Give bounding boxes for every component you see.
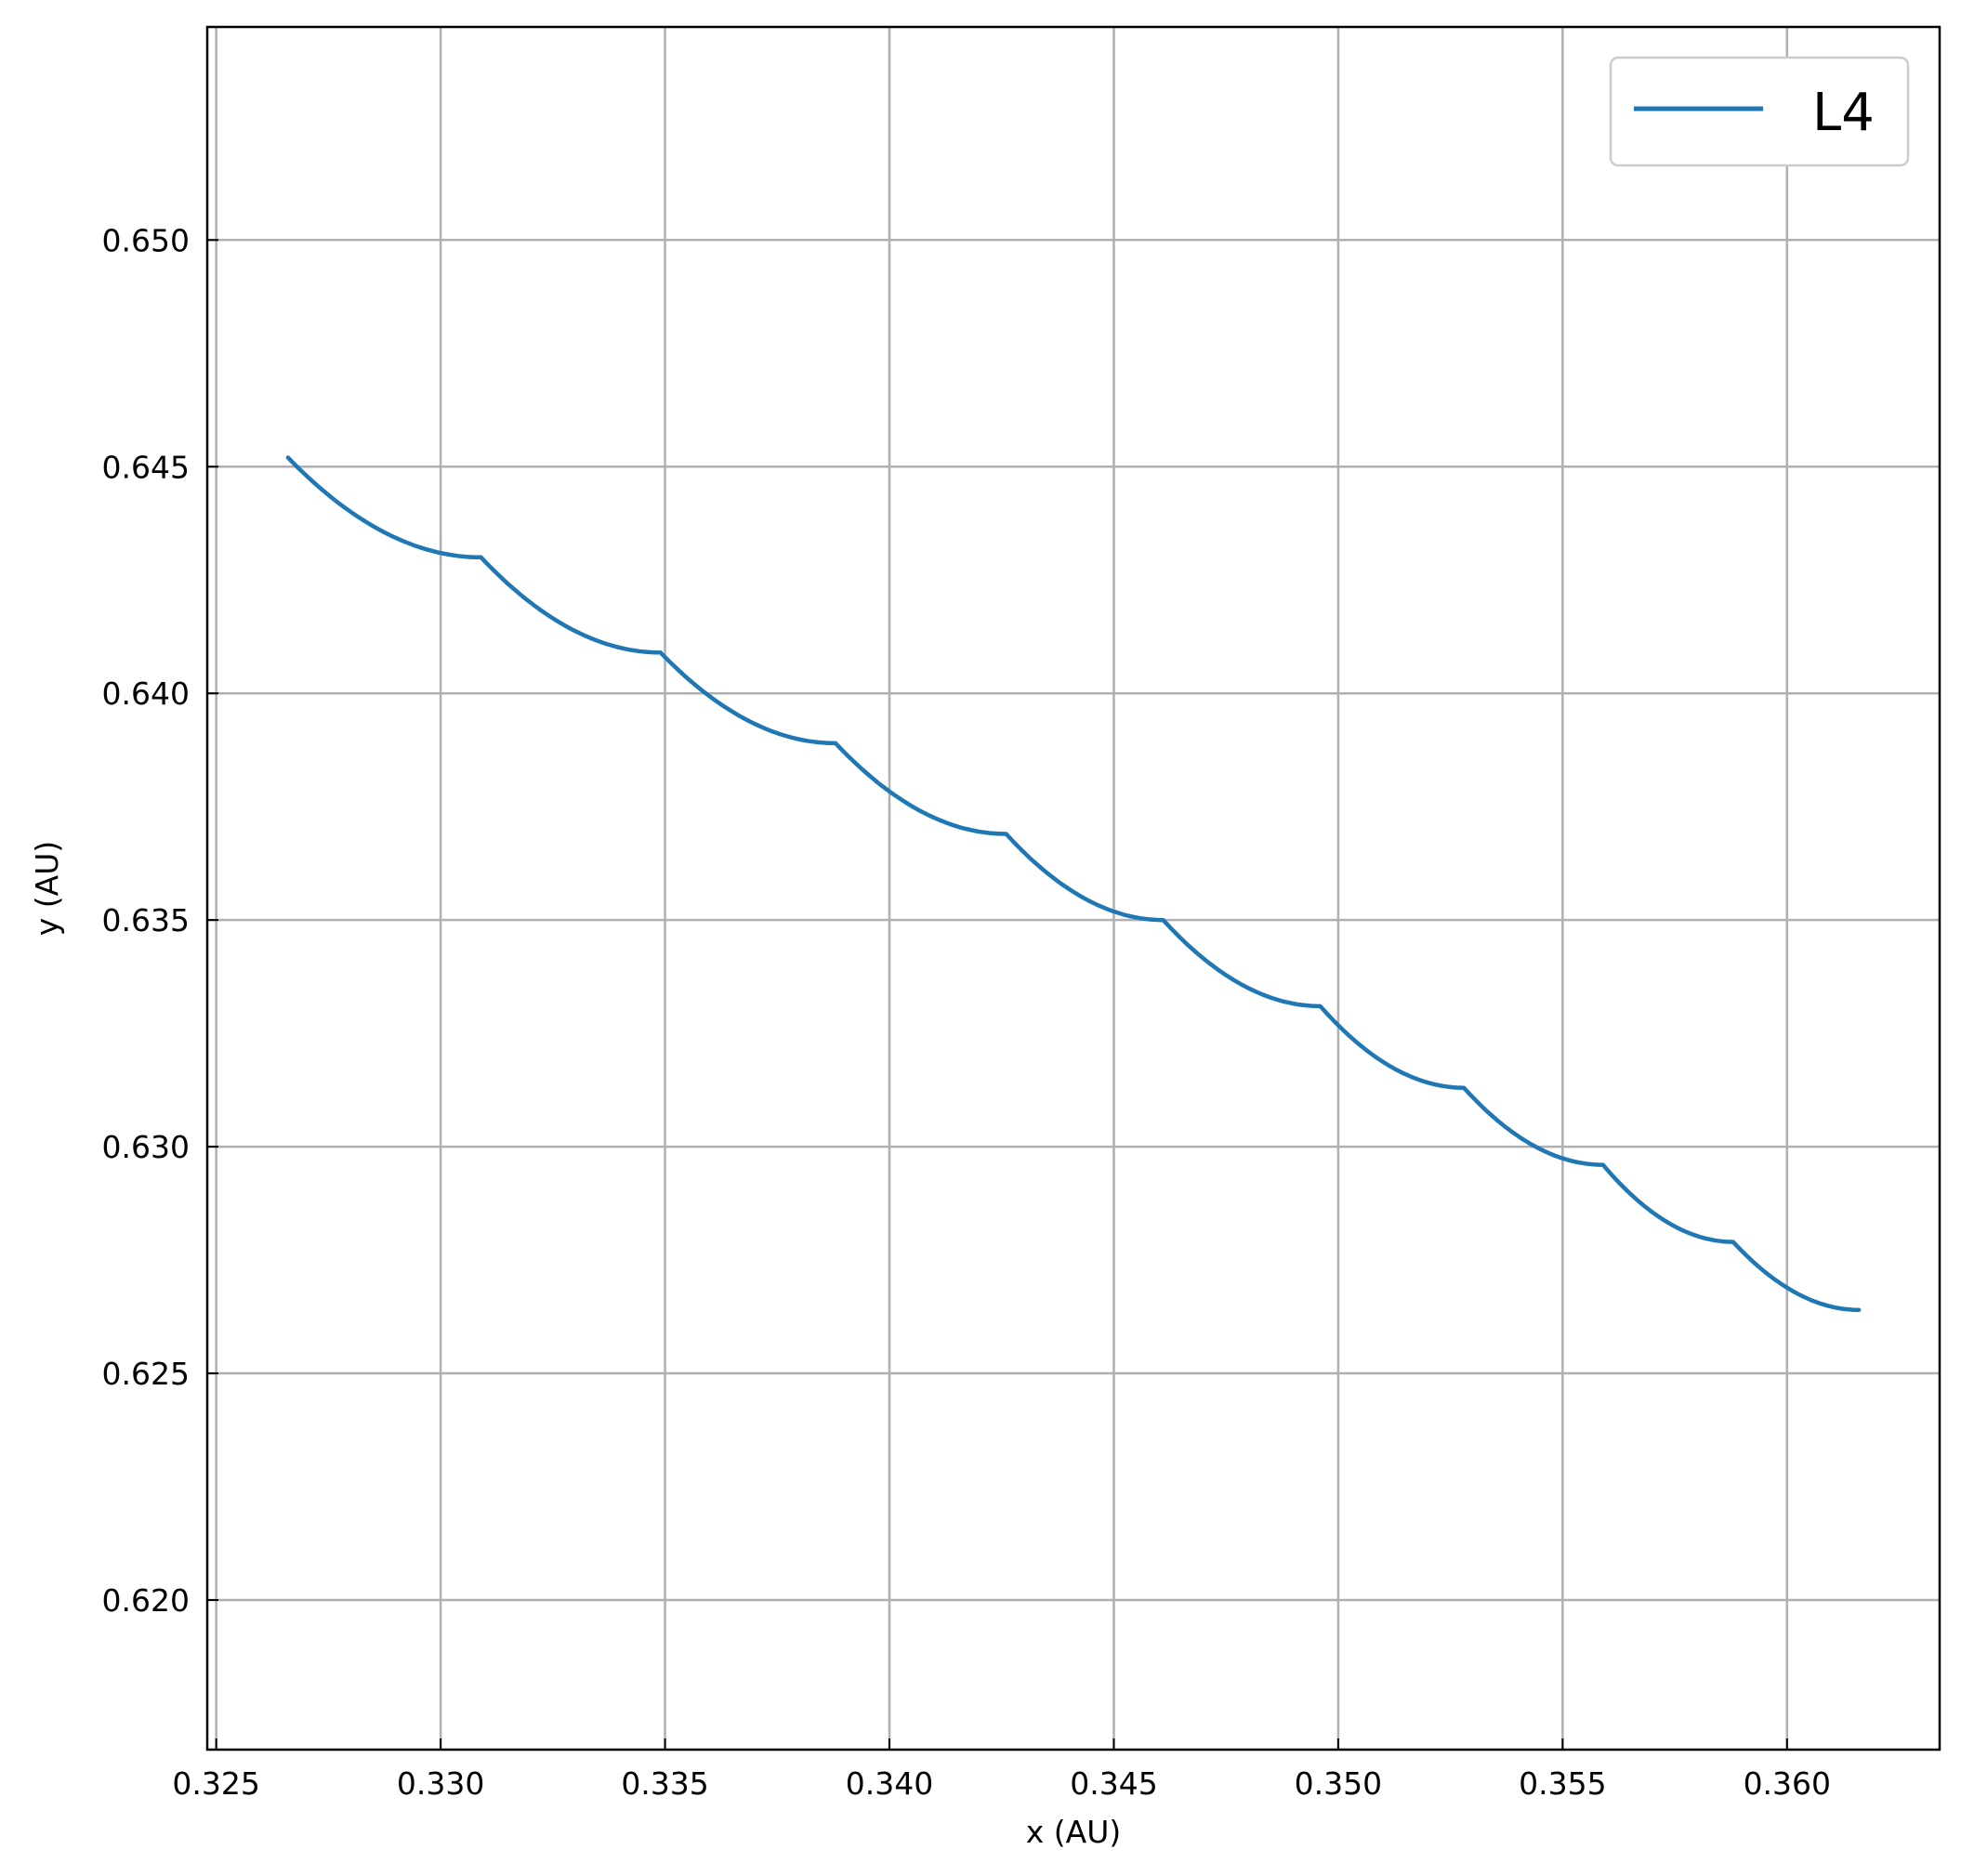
series-line-l4 (285, 455, 1862, 1312)
y-tick-label: 0.630 (102, 1129, 190, 1165)
x-tick-label: 0.360 (1744, 1765, 1831, 1802)
x-tick-label: 0.330 (397, 1765, 484, 1802)
x-tick-label: 0.350 (1295, 1765, 1382, 1802)
legend-box (1609, 56, 1910, 167)
grid (207, 27, 1940, 1750)
y-axis-label: y (AU) (29, 841, 65, 937)
y-tick-label: 0.650 (102, 222, 190, 258)
x-axis-label: x (AU) (1026, 1814, 1122, 1850)
y-tick-label: 0.640 (102, 676, 190, 712)
plot-lines (285, 455, 1862, 1312)
ticks: 0.325 0.330 0.335 0.340 0.345 0.350 0.355 0.360… (102, 222, 1832, 1802)
plot-frame (205, 25, 1941, 1751)
y-tick-label: 0.625 (102, 1356, 190, 1392)
x-tick-label: 0.355 (1519, 1765, 1606, 1802)
y-tick-label: 0.620 (102, 1582, 190, 1619)
x-tick-label: 0.345 (1070, 1765, 1157, 1802)
y-tick-label: 0.645 (102, 449, 190, 485)
x-tick-label: 0.325 (172, 1765, 259, 1802)
x-tick-label: 0.340 (846, 1765, 933, 1802)
legend-label-l4: L4 (1812, 83, 1875, 143)
y-tick-label: 0.635 (102, 902, 190, 938)
legend: L4 (1609, 56, 1910, 167)
x-tick-label: 0.335 (621, 1765, 708, 1802)
